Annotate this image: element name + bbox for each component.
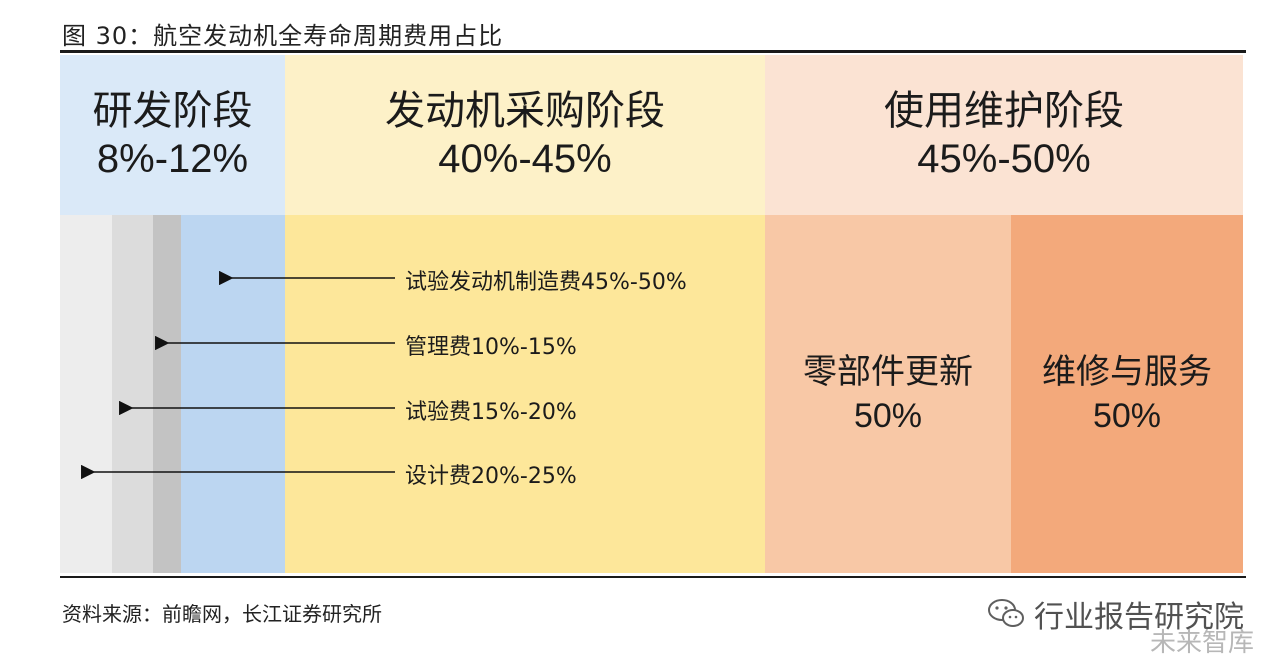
rd-strip-management bbox=[153, 215, 181, 573]
watermark-secondary: 未来智库 bbox=[1149, 628, 1254, 658]
parts-renewal-name: 零部件更新 bbox=[803, 352, 973, 392]
rd-stage-header: 研发阶段 8%-12% bbox=[60, 55, 285, 215]
parts-renewal-block: 零部件更新 50% bbox=[765, 215, 1011, 573]
bottom-rule bbox=[60, 576, 1246, 578]
wechat-icon bbox=[988, 599, 1024, 627]
rd-label-management: 管理费10%-15% bbox=[405, 335, 577, 360]
procurement-stage-pct: 40%-45% bbox=[438, 137, 612, 181]
watermark: 行业报告研究院 bbox=[986, 592, 1244, 636]
rd-label-test: 试验费15%-20% bbox=[405, 400, 577, 425]
repair-service-pct: 50% bbox=[1092, 397, 1162, 435]
figure-title: 图 30：航空发动机全寿命周期费用占比 bbox=[62, 22, 504, 50]
rd-strip-test bbox=[112, 215, 153, 573]
rd-stage-name: 研发阶段 bbox=[92, 88, 253, 134]
rd-stage-pct: 8%-12% bbox=[96, 137, 249, 181]
parts-renewal-pct: 50% bbox=[853, 397, 923, 435]
maintenance-stage-header: 使用维护阶段 45%-50% bbox=[765, 55, 1243, 215]
rd-label-design: 设计费20%-25% bbox=[405, 464, 577, 489]
rd-label-prototype: 试验发动机制造费45%-50% bbox=[405, 270, 687, 295]
procurement-stage-name: 发动机采购阶段 bbox=[385, 88, 665, 134]
repair-service-name: 维修与服务 bbox=[1042, 352, 1212, 392]
maintenance-stage-name: 使用维护阶段 bbox=[884, 88, 1124, 134]
repair-service-block: 维修与服务 50% bbox=[1011, 215, 1243, 573]
rd-strip-design bbox=[60, 215, 112, 573]
procurement-body bbox=[285, 215, 765, 573]
procurement-stage-header: 发动机采购阶段 40%-45% bbox=[285, 55, 765, 215]
source-note: 资料来源：前瞻网，长江证券研究所 bbox=[62, 602, 382, 626]
watermark-text: 行业报告研究院 bbox=[1034, 600, 1244, 635]
top-rule bbox=[60, 50, 1246, 53]
maintenance-stage-pct: 45%-50% bbox=[917, 137, 1091, 181]
